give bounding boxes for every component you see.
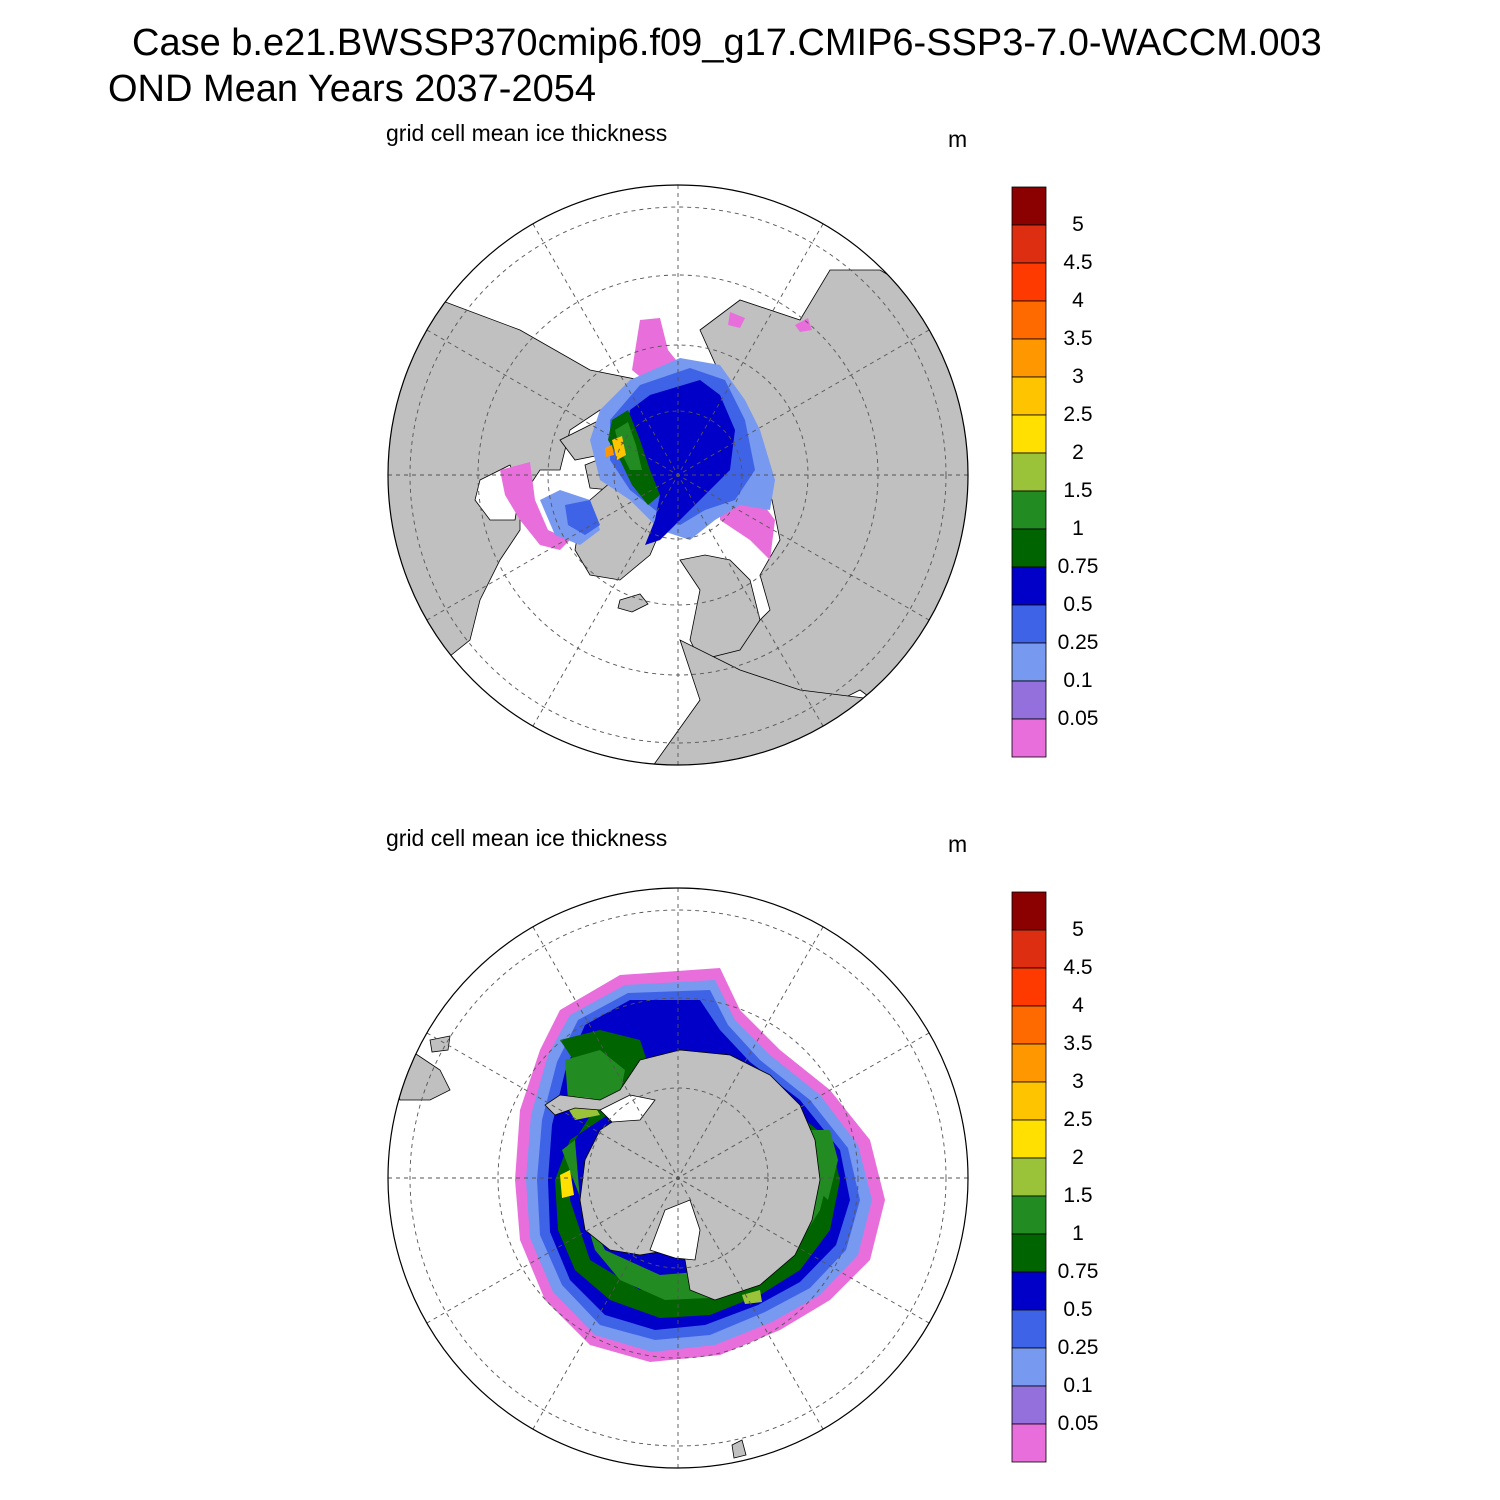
- period-title: OND Mean Years 2037-2054: [108, 68, 596, 110]
- south-colorbar-tick-label: 1.5: [1063, 1184, 1093, 1207]
- north-colorbar-tick-label: 1.5: [1063, 479, 1093, 502]
- north-colorbar-cell: [1011, 566, 1047, 606]
- north-colorbar-cell: [1011, 528, 1047, 568]
- north-colorbar-cell: [1011, 300, 1047, 340]
- north-polar-map: [387, 184, 969, 766]
- north-colorbar-tick-label: 4: [1072, 289, 1084, 312]
- south-colorbar-tick-label: 4: [1072, 994, 1084, 1017]
- north-map-border: [387, 184, 969, 766]
- south-panel-label: grid cell mean ice thickness: [386, 825, 668, 851]
- south-colorbar-tick-label: 0.1: [1063, 1374, 1093, 1397]
- south-colorbar-cell: [1011, 1271, 1047, 1311]
- south-colorbar-tick-label: 3.5: [1063, 1032, 1093, 1055]
- north-colorbar-tick-label: 0.25: [1057, 631, 1099, 654]
- south-colorbar-cell: [1011, 1043, 1047, 1083]
- south-units-label: m: [948, 831, 968, 857]
- south-polar-map: [387, 887, 969, 1469]
- north-colorbar: [1011, 186, 1047, 758]
- north-colorbar-cell: [1011, 680, 1047, 720]
- south-colorbar-tick-label: 2: [1072, 1146, 1084, 1169]
- south-colorbar-cell: [1011, 1423, 1047, 1463]
- south-colorbar-cell: [1011, 1119, 1047, 1159]
- north-colorbar-cell: [1011, 452, 1047, 492]
- north-colorbar-cell: [1011, 490, 1047, 530]
- south-colorbar-tick-label: 4.5: [1063, 956, 1093, 979]
- south-colorbar: [1011, 891, 1047, 1463]
- south-colorbar-cell: [1011, 967, 1047, 1007]
- north-colorbar-tick-label: 2.5: [1063, 403, 1093, 426]
- south-colorbar-tick-label: 0.75: [1057, 1260, 1099, 1283]
- north-colorbar-tick-label: 0.75: [1057, 555, 1099, 578]
- case-title: Case b.e21.BWSSP370cmip6.f09_g17.CMIP6-S…: [132, 22, 1322, 64]
- south-map-border: [387, 887, 969, 1469]
- south-colorbar-tick-label: 0.5: [1063, 1298, 1093, 1321]
- north-graticule: [388, 185, 968, 765]
- south-colorbar-tick-label: 3: [1072, 1070, 1084, 1093]
- north-colorbar-cell: [1011, 642, 1047, 682]
- south-colorbar-cell: [1011, 1385, 1047, 1425]
- north-colorbar-tick-label: 4.5: [1063, 251, 1093, 274]
- north-units-label: m: [948, 126, 968, 152]
- north-colorbar-tick-label: 1: [1072, 517, 1084, 540]
- north-colorbar-tick-label: 2: [1072, 441, 1084, 464]
- north-colorbar-tick-label: 0.05: [1057, 707, 1099, 730]
- north-colorbar-cell: [1011, 338, 1047, 378]
- south-colorbar-cell: [1011, 1005, 1047, 1045]
- south-colorbar-cell: [1011, 1157, 1047, 1197]
- north-colorbar-tick-label: 0.5: [1063, 593, 1093, 616]
- north-colorbar-cell: [1011, 718, 1047, 758]
- south-colorbar-tick-label: 2.5: [1063, 1108, 1093, 1131]
- north-colorbar-cell: [1011, 414, 1047, 454]
- south-colorbar-tick-label: 0.25: [1057, 1336, 1099, 1359]
- south-graticule: [388, 888, 968, 1468]
- south-colorbar-tick-label: 5: [1072, 918, 1084, 941]
- north-panel-label: grid cell mean ice thickness: [386, 120, 668, 146]
- south-colorbar-cell: [1011, 1347, 1047, 1387]
- south-colorbar-cell: [1011, 1195, 1047, 1235]
- north-colorbar-tick-label: 5: [1072, 213, 1084, 236]
- north-colorbar-tick-label: 3.5: [1063, 327, 1093, 350]
- south-colorbar-cell: [1011, 891, 1047, 931]
- south-colorbar-tick-label: 0.05: [1057, 1412, 1099, 1435]
- south-colorbar-tick-label: 1: [1072, 1222, 1084, 1245]
- north-colorbar-tick-label: 0.1: [1063, 669, 1093, 692]
- north-colorbar-tick-label: 3: [1072, 365, 1084, 388]
- north-sea-ice: [500, 312, 812, 560]
